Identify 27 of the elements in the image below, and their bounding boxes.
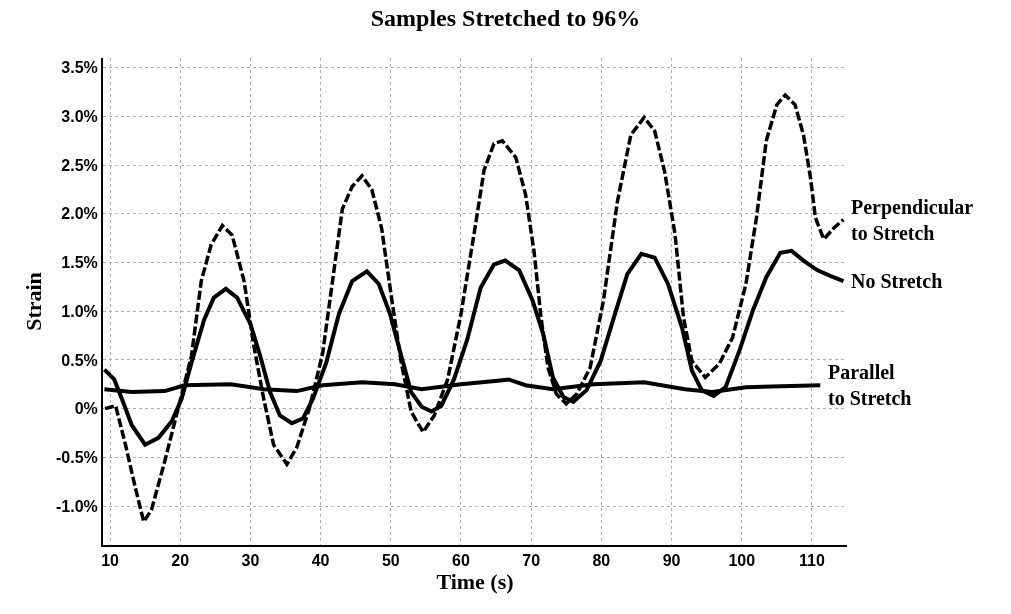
series-label: Perpendicular to Stretch [851,196,974,244]
y-tick-label: 2.0% [61,205,98,223]
y-tick-label: 1.5% [61,254,98,272]
x-tick-label: 100 [728,552,756,570]
x-tick-label: 20 [171,552,190,570]
x-tick-label: 70 [522,552,541,570]
x-tick-label: 30 [241,552,260,570]
y-tick-label: 0% [74,400,98,418]
x-tick-label: 50 [381,552,400,570]
x-tick-label: 80 [592,552,611,570]
chart-title: Samples Stretched to 96% [370,5,641,32]
x-tick-label: 90 [662,552,681,570]
y-tick-label: 1.0% [61,302,98,320]
y-tick-label: 3.0% [61,108,98,126]
x-tick-label: 40 [311,552,330,570]
y-axis-title: Strain [21,272,47,331]
y-tick-label: -1.0% [56,497,98,515]
y-tick-label: 0.5% [61,351,98,369]
x-tick-label: 10 [101,552,120,570]
x-tick-label: 60 [452,552,470,570]
x-tick-label: 110 [799,552,825,570]
series-label: No Stretch [851,270,943,292]
y-tick-label: 2.5% [61,156,98,174]
y-tick-label: -0.5% [56,448,98,466]
y-tick-label: 3.5% [61,59,98,77]
x-axis-title: Time (s) [436,569,514,595]
series-label: Parallel to Stretch [828,361,912,409]
